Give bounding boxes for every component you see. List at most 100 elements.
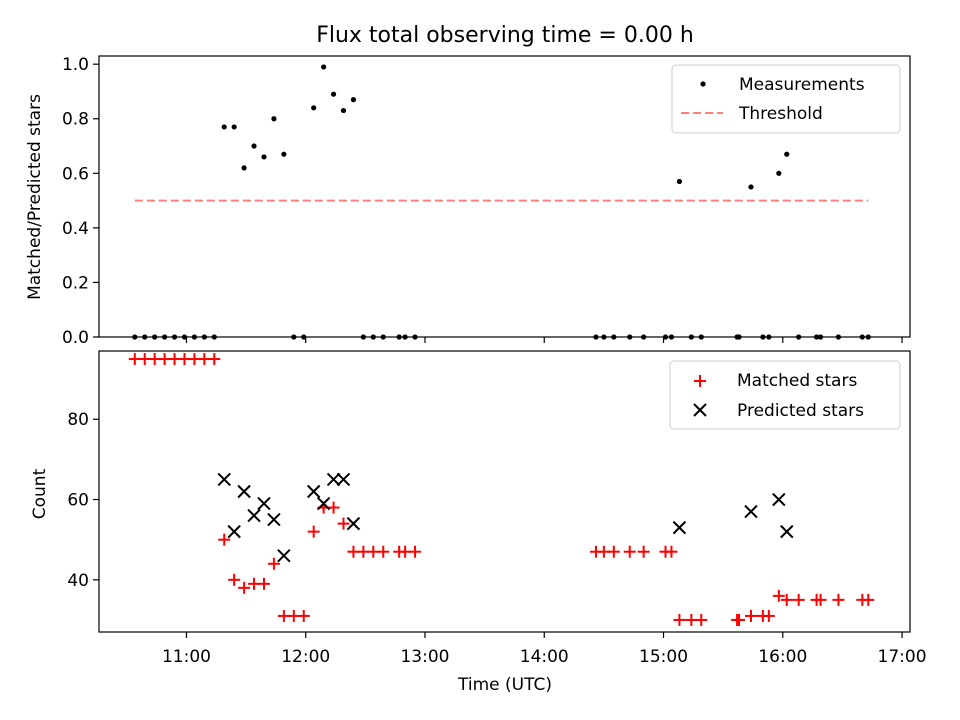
matched-stars-point — [327, 501, 340, 514]
matched-stars-point — [744, 609, 757, 622]
legend-matched-marker — [694, 375, 706, 387]
matched-stars-point — [695, 613, 708, 626]
measurement-point — [321, 64, 327, 70]
x-axis-label: Time (UTC) — [457, 675, 552, 695]
matched-stars-point — [238, 581, 251, 594]
predicted-stars-point — [336, 472, 351, 487]
measurement-point — [412, 334, 418, 340]
top-y-axis-ticks: 0.0 0.2 0.4 0.6 0.8 1.0 — [62, 55, 99, 348]
measurement-point — [688, 334, 694, 340]
predicted-stars-point — [316, 496, 331, 511]
matched-stars-point — [832, 593, 845, 606]
bottom-y-tick-label: 40 — [67, 571, 89, 591]
measurement-point — [261, 154, 267, 160]
matched-stars-point — [762, 609, 775, 622]
measurement-point — [627, 334, 633, 340]
top-legend: Measurements Threshold — [671, 64, 901, 134]
matched-stars-point — [862, 593, 875, 606]
predicted-stars-point — [217, 472, 231, 487]
matched-stars-point — [623, 545, 636, 558]
measurement-point — [340, 107, 347, 114]
legend-matched-label: Matched stars — [737, 371, 857, 391]
top-y-tick-label: 0.8 — [62, 110, 89, 130]
x-tick-label: 12:00 — [281, 647, 330, 667]
measurement-point — [748, 184, 754, 190]
measurement-point — [676, 178, 683, 185]
predicted-stars-point — [267, 512, 281, 527]
matched-stars-point — [814, 593, 827, 606]
measurement-point — [601, 334, 607, 340]
bottom-y-axis-label: Count — [30, 468, 50, 519]
top-y-tick-label: 1.0 — [62, 55, 89, 75]
x-tick-label: 14:00 — [520, 647, 569, 667]
predicted-stars-point — [772, 492, 786, 507]
top-y-tick-label: 0.6 — [62, 164, 89, 184]
measurement-point — [360, 334, 366, 340]
top-y-tick-label: 0.0 — [62, 328, 89, 348]
measurement-point — [662, 334, 669, 340]
legend-measurements-marker — [700, 81, 706, 87]
measurement-point — [171, 334, 178, 340]
matched-stars-point — [307, 525, 320, 538]
predicted-stars-point — [247, 508, 261, 523]
matched-stars-point — [337, 517, 350, 530]
measurement-point — [784, 151, 790, 157]
measurement-point — [241, 165, 247, 171]
bottom-y-axis-ticks: 40 60 80 — [67, 410, 99, 591]
matched-stars-point — [377, 545, 390, 558]
measurement-point — [698, 334, 704, 340]
matched-stars-point — [228, 573, 241, 586]
matched-stars-point — [637, 545, 650, 558]
predicted-stars-point — [326, 472, 341, 487]
measurement-point — [766, 334, 772, 340]
predicted-stars-point — [346, 516, 361, 531]
top-plot-area — [98, 55, 911, 338]
measurement-point — [271, 116, 277, 122]
measurement-point — [231, 124, 237, 130]
top-data-marks — [132, 64, 871, 340]
matched-stars-point — [733, 613, 746, 626]
measurement-point — [132, 334, 138, 340]
measurement-point — [760, 334, 766, 340]
top-legend-box — [671, 64, 901, 134]
x-tick-label: 17:00 — [878, 647, 927, 667]
predicted-stars-point — [237, 484, 251, 499]
matched-stars-point — [257, 577, 270, 590]
matched-stars-point — [673, 613, 686, 626]
legend-predicted-marker — [693, 403, 707, 417]
top-panel: 0.0 0.2 0.4 0.6 0.8 1.0 Matched/Predicted sta… — [25, 55, 911, 348]
bottom-legend-box — [669, 360, 901, 430]
bottom-x-axis-ticks: 11:00 12:00 13:00 14:00 15:00 16:00 17:00 — [162, 632, 927, 667]
bottom-data-marks — [128, 353, 875, 626]
predicted-stars-point — [306, 484, 321, 499]
measurement-point — [281, 151, 287, 157]
matched-stars-point — [409, 545, 422, 558]
x-tick-label: 13:00 — [400, 647, 449, 667]
measurement-point — [142, 334, 148, 340]
predicted-stars-point — [277, 549, 291, 563]
predicted-stars-point — [227, 524, 241, 539]
measurement-point — [859, 334, 865, 340]
measurement-point — [161, 334, 168, 340]
measurement-point — [191, 334, 198, 340]
measurement-point — [835, 334, 842, 340]
matched-stars-point — [297, 609, 310, 622]
matched-stars-point — [780, 593, 793, 606]
measurement-point — [641, 334, 647, 340]
top-y-tick-label: 0.4 — [62, 219, 89, 239]
measurement-point — [301, 334, 307, 340]
legend-measurements-label: Measurements — [739, 75, 865, 95]
figure-title: Flux total observing time = 0.00 h — [316, 23, 694, 48]
predicted-stars-point — [257, 496, 271, 511]
measurement-point — [817, 334, 824, 340]
measurement-point — [211, 334, 217, 340]
measurement-point — [350, 97, 357, 103]
measurement-point — [181, 334, 188, 340]
measurement-point — [152, 334, 158, 340]
measurement-point — [865, 334, 871, 340]
bottom-y-tick-label: 80 — [67, 410, 89, 430]
measurement-point — [813, 334, 820, 340]
matched-stars-point — [792, 593, 805, 606]
bottom-panel: 40 60 80 11:00 12:00 13:00 14:00 15:00 16:00 17:… — [30, 350, 927, 695]
legend-predicted-label: Predicted stars — [737, 401, 864, 421]
